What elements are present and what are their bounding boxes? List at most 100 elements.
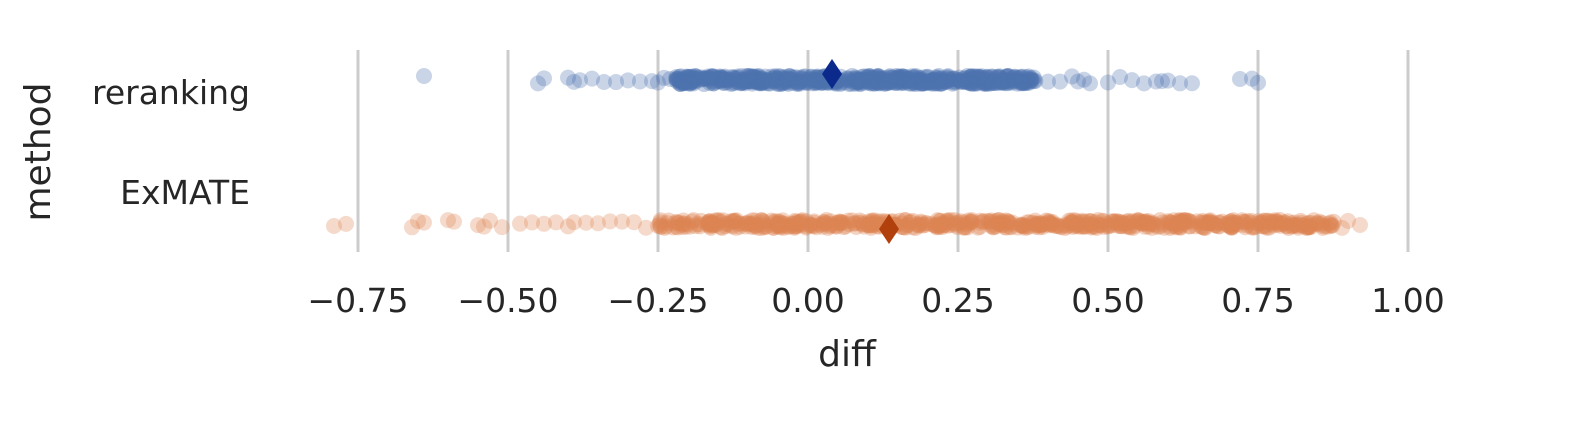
data-point bbox=[1172, 219, 1189, 236]
data-point bbox=[1244, 70, 1260, 87]
data-point bbox=[702, 75, 719, 92]
data-point bbox=[696, 75, 713, 92]
data-point bbox=[681, 69, 698, 86]
data-point bbox=[778, 74, 795, 91]
data-point bbox=[1272, 217, 1289, 234]
data-point bbox=[944, 70, 961, 87]
data-point bbox=[927, 71, 944, 88]
data-point bbox=[668, 72, 685, 89]
data-point bbox=[1139, 214, 1156, 231]
data-point bbox=[1194, 212, 1211, 229]
data-point bbox=[840, 216, 857, 233]
data-point bbox=[1021, 74, 1038, 91]
data-point bbox=[929, 73, 946, 90]
data-point bbox=[1264, 213, 1281, 230]
data-point bbox=[998, 73, 1015, 90]
data-point bbox=[994, 74, 1011, 91]
data-point bbox=[759, 71, 776, 88]
data-point bbox=[722, 75, 739, 92]
data-point bbox=[1314, 219, 1331, 236]
data-point bbox=[848, 72, 865, 89]
data-point bbox=[913, 75, 930, 92]
data-point bbox=[963, 68, 980, 85]
data-point bbox=[901, 71, 918, 88]
data-point bbox=[772, 219, 789, 236]
data-point bbox=[524, 214, 540, 231]
data-point bbox=[700, 70, 717, 87]
data-point bbox=[1021, 214, 1038, 231]
data-point bbox=[998, 219, 1015, 236]
data-point bbox=[882, 72, 899, 89]
data-point bbox=[905, 74, 922, 91]
data-point bbox=[826, 217, 843, 234]
data-point bbox=[724, 75, 741, 92]
data-point bbox=[917, 215, 934, 232]
data-point bbox=[672, 75, 689, 92]
data-point bbox=[767, 69, 784, 86]
data-point bbox=[962, 68, 979, 85]
data-point bbox=[679, 69, 696, 86]
data-point bbox=[857, 71, 874, 88]
data-point bbox=[772, 68, 789, 85]
data-point bbox=[864, 69, 881, 86]
data-point bbox=[999, 68, 1016, 85]
data-point bbox=[746, 218, 763, 235]
data-point bbox=[1113, 214, 1130, 231]
data-point bbox=[981, 213, 998, 230]
data-point bbox=[884, 72, 901, 89]
data-point bbox=[678, 73, 695, 90]
data-point bbox=[881, 69, 898, 86]
data-point bbox=[888, 74, 905, 91]
data-point bbox=[1135, 215, 1152, 232]
data-point bbox=[870, 74, 887, 91]
data-point bbox=[727, 70, 744, 87]
data-point bbox=[903, 68, 920, 85]
data-point bbox=[1234, 212, 1251, 229]
data-point bbox=[652, 214, 669, 231]
data-point bbox=[726, 69, 743, 86]
data-point bbox=[1175, 212, 1192, 229]
data-point bbox=[1082, 213, 1099, 230]
data-point bbox=[914, 217, 931, 234]
data-point bbox=[980, 73, 997, 90]
data-point bbox=[865, 215, 882, 232]
data-point bbox=[1284, 218, 1301, 235]
data-point bbox=[877, 71, 894, 88]
data-point bbox=[946, 212, 963, 229]
data-point bbox=[722, 213, 739, 230]
data-point bbox=[1130, 212, 1147, 229]
data-point bbox=[740, 68, 757, 85]
data-point bbox=[1097, 215, 1114, 232]
data-point bbox=[910, 217, 927, 234]
data-point bbox=[925, 75, 942, 92]
data-point bbox=[960, 74, 977, 91]
data-point bbox=[644, 73, 660, 90]
data-point bbox=[807, 72, 824, 89]
data-point bbox=[1035, 216, 1052, 233]
data-point bbox=[884, 73, 901, 90]
data-point bbox=[763, 68, 780, 85]
data-point bbox=[765, 219, 782, 236]
data-point bbox=[807, 69, 824, 86]
data-point bbox=[970, 68, 987, 85]
data-point bbox=[927, 75, 944, 92]
data-point bbox=[660, 212, 677, 229]
data-point bbox=[1033, 217, 1050, 234]
data-point bbox=[956, 73, 973, 90]
data-point bbox=[922, 73, 939, 90]
data-point bbox=[855, 72, 872, 89]
data-point bbox=[602, 213, 618, 230]
data-point bbox=[850, 214, 867, 231]
data-point bbox=[998, 69, 1015, 86]
data-point bbox=[632, 73, 648, 90]
data-point bbox=[877, 70, 894, 87]
data-point bbox=[703, 73, 720, 90]
data-point bbox=[850, 74, 867, 91]
data-point bbox=[959, 219, 976, 236]
data-point bbox=[801, 216, 818, 233]
data-point bbox=[908, 68, 925, 85]
data-point bbox=[1256, 212, 1273, 229]
data-point bbox=[919, 74, 936, 91]
data-point bbox=[714, 70, 731, 87]
data-point bbox=[1168, 218, 1185, 235]
